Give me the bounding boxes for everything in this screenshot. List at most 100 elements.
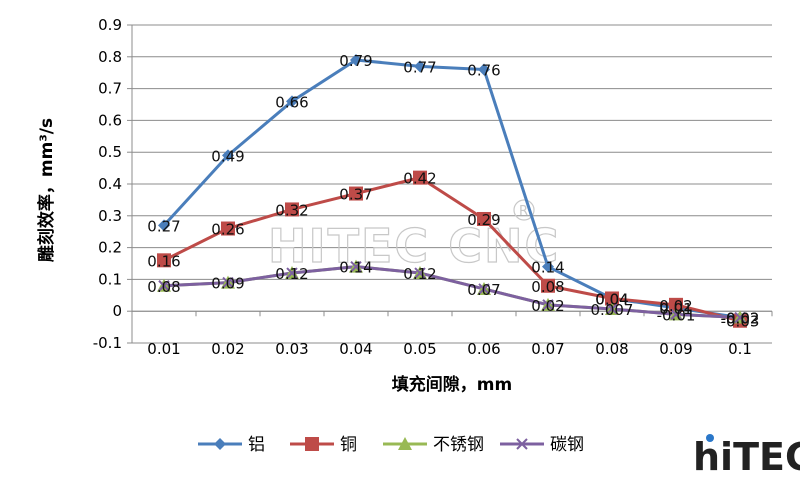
y-tick-label: 0.3 [98,207,122,225]
data-label-s3-10: -0.02 [721,310,760,328]
x-tick-label: 0.06 [467,340,500,358]
legend-label-2: 铜 [340,435,357,455]
data-label-s1-3: 0.66 [275,93,308,111]
data-label-s2-2: 0.26 [211,221,244,239]
watermark-registered-icon: R [513,199,535,221]
x-tick-label: 0.02 [211,340,244,358]
series-line-2 [163,176,741,323]
data-label-s3-8: 0.007 [591,301,634,319]
data-point-s2-9 [669,297,683,312]
data-label-s2-4: 0.37 [339,186,372,204]
gridlines [127,24,772,344]
x-tick-label: 0.04 [339,340,372,358]
y-tick-label: 0 [112,302,122,320]
data-point-s2-4 [349,186,363,201]
data-label-s2-10: -0.03 [721,313,760,331]
legend: 铝 铜 不锈钢 碳钢 [198,435,584,455]
data-point-s4-10 [734,311,746,324]
data-point-s4-9 [670,308,682,321]
data-label-s3-6: 0.07 [467,281,500,299]
legend-marker-1 [214,438,226,450]
x-tick-label: 0.1 [728,340,752,358]
legend-marker-2 [305,437,319,451]
data-label-s1-8: 0.04 [595,290,628,308]
y-tick-label: 0.7 [98,80,122,98]
x-tick-label: 0.01 [147,340,180,358]
data-labels: 0.270.490.660.79 0.77 0.760.140.040.01-0.0… [147,52,759,331]
data-point-s2-1 [157,253,171,268]
data-label-s1-2: 0.49 [211,147,244,165]
y-tick-label: 0.9 [98,16,122,34]
data-label-s1-7: 0.14 [531,259,564,277]
data-label-s2-6: 0.29 [467,211,500,229]
x-axis-title: 填充间隙，mm [392,374,512,395]
x-tick-label: 0.03 [275,340,308,358]
data-label-s3-9: -0.01 [657,306,696,324]
data-label-s3-5: 0.12 [403,265,436,283]
data-point-s1-2 [222,149,234,162]
data-point-s1-3 [286,95,298,108]
data-point-s4-4-stroke [350,260,362,273]
data-label-s2-8: 0.04 [595,290,628,308]
brand-logo-dot [706,434,714,442]
data-point-s4-5 [414,267,426,279]
series-line-3 [163,265,741,320]
data-point-s4-1 [158,280,170,292]
data-point-s2-6 [477,211,491,226]
data-label-s3-4: 0.14 [339,259,372,277]
legend-marker-3 [398,437,412,450]
data-point-s4-10-stroke [734,311,746,324]
y-tick-label: 0.5 [98,143,122,161]
data-label-s1-4: 0.79 [339,52,372,70]
data-label-s2-7: 0.08 [531,278,564,296]
data-label-s1-5: 0.77 [403,58,436,76]
data-point-s1-6 [478,63,490,76]
data-label-s2-1: 0.16 [147,252,180,270]
x-tick-label: 0.07 [531,340,564,358]
data-label-s3-1: 0.08 [147,278,180,296]
data-point-s4-6 [478,283,490,295]
data-point-s4-1-stroke [158,280,170,292]
legend-label-3: 不锈钢 [433,435,484,455]
data-point-s4-7-stroke [542,299,554,311]
legend-marker-4-stroke [516,438,528,450]
series-line-4 [163,265,741,320]
y-tick-label: 0.4 [98,175,122,193]
x-tick-label: 0.09 [659,340,692,358]
x-tick-label: 0.05 [403,340,436,358]
data-point-s4-7 [542,299,554,311]
x-tick-labels: 0.01 0.02 0.03 0.04 0.05 0.06 0.07 0.08 0.09 0.1 [147,340,752,358]
svg-text:R: R [519,204,528,219]
data-point-s4-6-stroke [478,283,490,295]
data-label-s3-3: 0.12 [275,265,308,283]
data-label-s3-7: 0.02 [531,297,564,315]
data-point-s2-7 [541,278,555,293]
y-tick-labels: -0.1 0 0.1 0.2 0.3 0.4 0.5 0.6 0.7 0.8 0.9 [93,16,122,352]
series-line-1 [162,58,741,320]
data-point-s1-7 [542,260,554,273]
data-label-s1-10: -0.02 [721,310,760,328]
data-point-s4-3-stroke [286,267,298,279]
data-label-s2-5: 0.42 [403,170,436,188]
data-point-s2-2 [221,221,235,236]
legend-label-4: 碳钢 [550,435,584,455]
brand-logo-text: hiTEC [693,435,800,479]
data-point-s4-9-stroke [670,308,682,321]
data-point-s4-5-stroke [414,267,426,279]
data-point-s4-4 [350,260,362,273]
data-point-s4-3 [286,267,298,279]
series-lines [162,58,741,323]
data-point-s4-8-stroke [606,303,618,315]
data-point-s4-8 [606,303,618,315]
data-point-s2-8 [605,291,619,306]
data-label-s1-9: 0.01 [659,300,692,318]
series-markers [157,53,747,328]
data-point-s2-5 [413,170,427,185]
data-point-s4-2 [222,276,234,289]
data-label-s1-1: 0.27 [147,217,180,235]
data-point-s1-1 [158,219,170,232]
data-point-s2-3 [285,202,299,217]
y-axis-title: 雕刻效率，mm³/s [36,118,57,262]
